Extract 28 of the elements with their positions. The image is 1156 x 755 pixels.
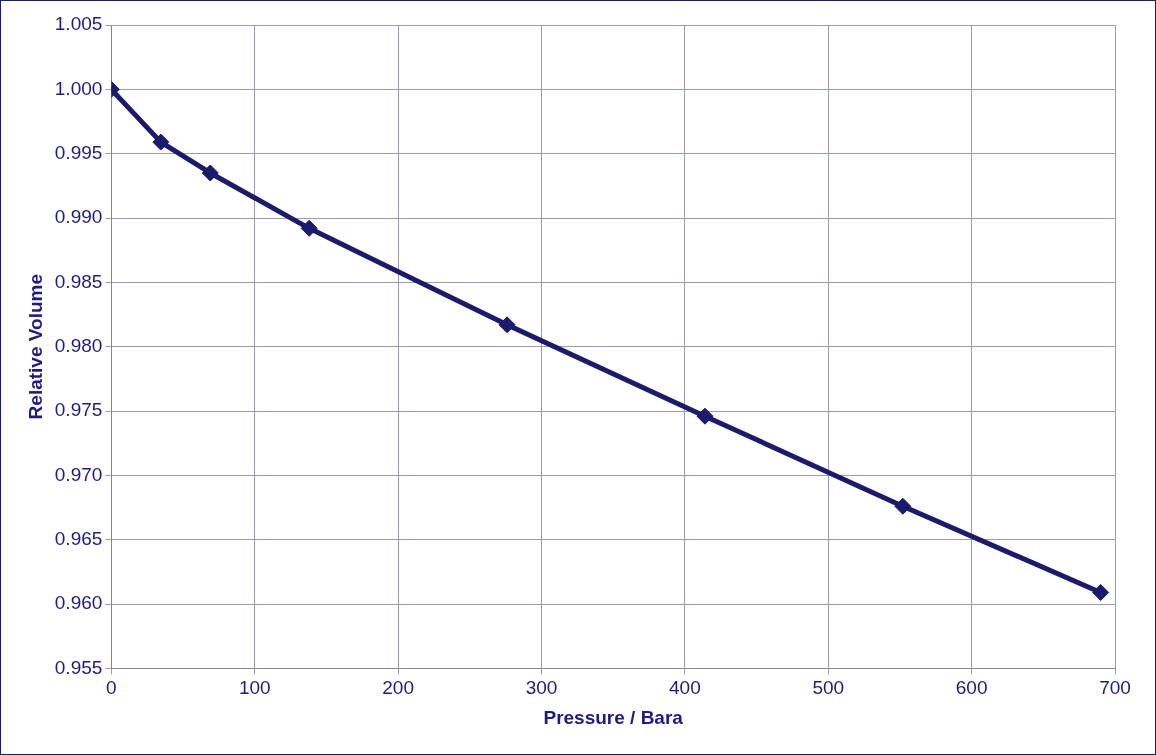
point xyxy=(1092,583,1110,601)
point xyxy=(300,219,318,237)
y-tick-label: 0.985 xyxy=(54,270,103,292)
y-axis-title: Relative Volume xyxy=(24,274,46,420)
y-tick-label: 0.965 xyxy=(54,527,103,549)
x-tick-label: 500 xyxy=(812,677,845,699)
y-tick-label: 1.000 xyxy=(54,77,103,99)
point xyxy=(894,497,912,515)
x-tick-label: 200 xyxy=(382,677,414,699)
point xyxy=(201,164,219,182)
x-tick-label: 100 xyxy=(238,677,271,699)
y-tick-label: 0.970 xyxy=(54,463,103,485)
y-tick-label: 0.995 xyxy=(54,141,103,163)
y-tick-label: 0.975 xyxy=(54,399,103,421)
point xyxy=(498,316,516,334)
x-tick-label: 600 xyxy=(955,677,988,699)
x-tick-label: 400 xyxy=(669,677,701,699)
y-tick-label: 0.980 xyxy=(54,334,103,356)
y-tick-label: 1.005 xyxy=(54,13,103,35)
y-tick-label: 0.990 xyxy=(54,206,103,228)
x-tick-label: 300 xyxy=(525,677,558,699)
y-tick-label: 0.955 xyxy=(54,656,103,678)
point xyxy=(696,407,714,425)
y-tick-label: 0.960 xyxy=(54,592,103,614)
x-tick-label: 700 xyxy=(1099,677,1131,699)
point xyxy=(152,133,170,151)
x-axis-title: Pressure / Bara xyxy=(543,706,684,728)
x-tick-label: 0 xyxy=(106,677,117,699)
